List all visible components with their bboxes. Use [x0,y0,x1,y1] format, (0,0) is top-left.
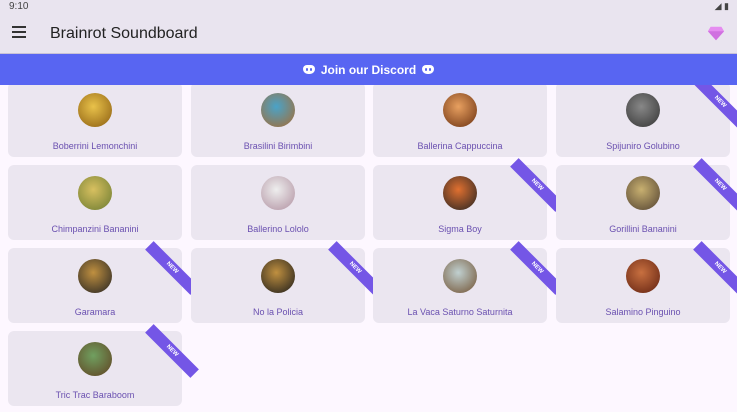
sound-card[interactable]: No la Policia NEW [191,241,382,323]
sound-name: Gorillini Bananini [609,224,677,234]
status-bar: 9:10 ◢ ▮ [0,0,737,14]
sound-card[interactable]: Sigma Boy NEW [373,158,564,240]
sound-name: Chimpanzini Bananini [51,224,139,234]
sound-avatar [78,176,112,210]
signal-battery-icon: ◢ ▮ [714,1,729,11]
sound-card[interactable]: Tric Trac Baraboom NEW [8,324,199,406]
sound-name: Salamino Pinguino [605,307,681,317]
sound-avatar [261,176,295,210]
sound-avatar [261,259,295,293]
status-time: 9:10 [9,1,29,12]
new-ribbon: NEW [693,241,737,295]
sound-name: Garamara [74,307,116,317]
join-discord-banner[interactable]: Join our Discord [0,54,737,85]
sound-avatar [443,259,477,293]
sound-name: Tric Trac Baraboom [55,390,135,400]
sound-card[interactable]: Garamara NEW [8,241,199,323]
app-bar: Brainrot Soundboard [0,14,737,54]
new-ribbon: NEW [145,324,199,378]
sound-avatar [626,176,660,210]
discord-icon [422,65,435,74]
sound-card[interactable]: Ballerina Cappuccina [373,85,547,157]
hamburger-menu-icon[interactable] [12,26,26,38]
sound-avatar [261,93,295,127]
new-ribbon: NEW [693,158,737,212]
sound-avatar [78,93,112,127]
sound-card[interactable]: Salamino Pinguino NEW [556,241,737,323]
sound-card[interactable]: Spijuniro Golubino NEW [556,85,737,157]
sound-card[interactable]: Boberrini Lemonchini [8,85,182,157]
gem-icon[interactable] [707,24,725,42]
sound-avatar [626,259,660,293]
sound-avatar [78,342,112,376]
sound-card[interactable]: Brasilini Birimbini [191,85,365,157]
sound-name: Sigma Boy [438,224,482,234]
sound-name: No la Policia [252,307,304,317]
sound-name: Ballerina Cappuccina [417,141,503,151]
sound-card[interactable]: La Vaca Saturno Saturnita NEW [373,241,564,323]
page-title: Brainrot Soundboard [50,25,198,42]
sound-avatar [78,259,112,293]
sound-name: La Vaca Saturno Saturnita [407,307,513,317]
new-ribbon: NEW [693,85,737,129]
discord-icon [302,65,315,74]
banner-label: Join our Discord [320,62,417,77]
sound-card[interactable]: Chimpanzini Bananini [8,165,182,240]
sound-name: Brasilini Birimbini [243,141,313,151]
sound-avatar [626,93,660,127]
sound-name: Ballerino Lololo [247,224,309,234]
sound-name: Spijuniro Golubino [606,141,680,151]
sound-name: Boberrini Lemonchini [52,141,138,151]
sound-card[interactable]: Gorillini Bananini NEW [556,158,737,240]
sound-avatar [443,93,477,127]
sound-avatar [443,176,477,210]
sound-card[interactable]: Ballerino Lololo [191,165,365,240]
sound-grid[interactable]: Boberrini Lemonchini Brasilini Birimbini B… [0,85,737,412]
